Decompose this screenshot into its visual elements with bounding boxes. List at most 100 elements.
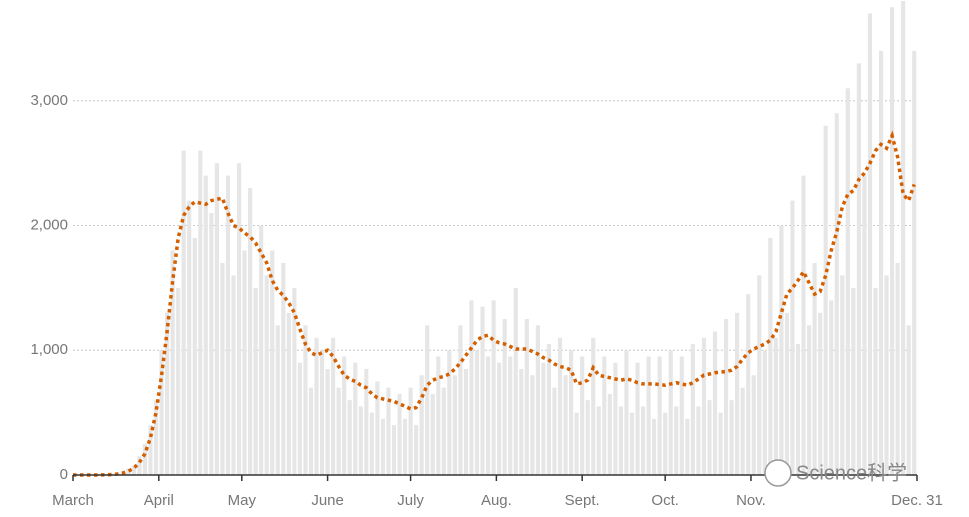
bar <box>380 418 386 475</box>
bar <box>851 287 856 475</box>
bar <box>391 425 397 475</box>
bar <box>707 400 712 475</box>
bar <box>546 344 552 475</box>
bar <box>126 468 131 475</box>
bar <box>701 337 706 475</box>
bar <box>807 325 812 475</box>
bar <box>364 368 369 475</box>
bar <box>801 175 806 475</box>
bar <box>574 412 579 475</box>
bar <box>613 362 618 475</box>
bar <box>624 350 629 475</box>
bar <box>773 337 778 475</box>
bar <box>225 175 231 475</box>
watermark: Science科学 <box>764 459 907 487</box>
bar <box>198 150 203 475</box>
bar <box>690 344 695 475</box>
bar <box>751 375 756 475</box>
bar <box>170 250 175 475</box>
bar <box>192 238 197 475</box>
bar <box>768 238 773 475</box>
bar <box>342 356 347 475</box>
bar <box>447 350 452 475</box>
bar <box>519 368 524 475</box>
bar <box>386 387 391 475</box>
bar <box>712 331 718 475</box>
bar <box>347 400 352 475</box>
bar <box>912 50 917 475</box>
bar <box>735 312 740 475</box>
bar <box>436 356 441 475</box>
bar <box>458 325 463 475</box>
bar <box>486 356 491 475</box>
bar <box>203 175 208 475</box>
bar <box>142 443 148 475</box>
bar <box>397 393 402 475</box>
bar <box>513 287 518 475</box>
bar <box>812 262 817 475</box>
bar <box>740 387 745 475</box>
bar <box>508 356 513 475</box>
x-tick-label: April <box>144 492 174 509</box>
bar <box>535 325 540 475</box>
bar <box>497 362 502 475</box>
bar <box>491 300 496 475</box>
bar <box>463 368 469 475</box>
bar <box>530 375 535 475</box>
bar <box>137 456 142 475</box>
bar <box>679 356 684 475</box>
bar <box>585 400 590 475</box>
bar <box>502 319 507 475</box>
bar <box>297 362 302 475</box>
bar <box>790 200 795 475</box>
bar <box>524 319 529 475</box>
bar <box>469 300 474 475</box>
average-line <box>73 130 916 477</box>
bar <box>408 387 413 475</box>
x-tick-label: July <box>397 492 424 509</box>
bar <box>557 337 563 475</box>
bar <box>292 287 297 475</box>
bar <box>629 412 635 475</box>
bar <box>729 400 734 475</box>
bar <box>867 13 873 475</box>
bar <box>823 125 828 475</box>
bar <box>685 418 690 475</box>
y-tick-label: 1,000 <box>30 341 68 358</box>
bar <box>834 113 839 476</box>
bar <box>607 393 612 475</box>
bar <box>901 1 906 475</box>
bar <box>181 150 186 475</box>
bar <box>474 350 480 475</box>
x-tick-label: Dec. 31 <box>891 492 943 509</box>
bar <box>314 337 319 475</box>
watermark-text: Science科学 <box>796 461 907 484</box>
x-tick-label: Nov. <box>736 492 766 509</box>
bar <box>259 225 264 475</box>
bar <box>441 387 446 475</box>
bar <box>270 250 275 475</box>
bar <box>480 306 485 475</box>
bar <box>419 375 424 475</box>
bar <box>242 250 247 475</box>
x-tick-label: Sept. <box>565 492 600 509</box>
bar <box>275 325 280 475</box>
bar <box>795 344 801 475</box>
bar <box>890 7 895 475</box>
bar <box>358 406 363 475</box>
bar <box>414 425 419 475</box>
bar <box>818 312 823 475</box>
bar <box>214 163 219 475</box>
bar <box>591 337 596 475</box>
bar <box>353 362 358 475</box>
x-tick-label: Oct. <box>651 492 679 509</box>
watermark-icon <box>764 459 792 487</box>
bar <box>176 287 181 475</box>
bar <box>153 400 159 475</box>
bar <box>303 325 308 475</box>
bar <box>165 312 170 475</box>
bar <box>148 425 153 475</box>
bar <box>541 362 546 475</box>
bar <box>325 368 330 475</box>
